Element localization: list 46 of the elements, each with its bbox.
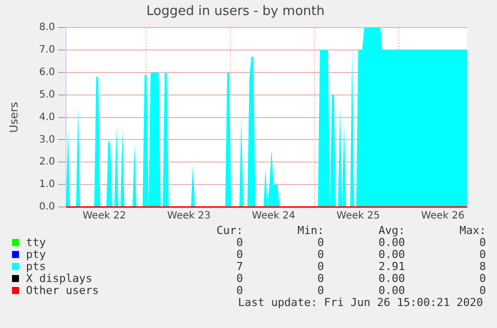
text: Last update: Fri Jun 26 15:00:21 2020 [236, 296, 483, 309]
text: Avg: [378, 224, 405, 237]
y-tick-label: 2.0 [39, 156, 55, 168]
legend-label: Other users [25, 284, 100, 297]
text: 0 [316, 236, 324, 249]
text: 7 [235, 260, 243, 273]
text: 0 [235, 272, 243, 285]
text: 0 [478, 272, 486, 285]
text: 0 [316, 272, 324, 285]
text: 0 [316, 260, 324, 273]
text: 0 [478, 284, 486, 297]
text: 0 [478, 236, 486, 249]
text: 2.91 [378, 260, 405, 273]
x-tick-label: Week 23 [167, 210, 211, 222]
y-tick-label: 8.0 [39, 22, 55, 34]
y-tick-label: 6.0 [39, 67, 55, 78]
x-tick-label: Week 26 [421, 210, 464, 222]
y-tick-label: 7.0 [39, 44, 55, 56]
text: 0 [235, 248, 243, 261]
text: 0 [478, 248, 486, 261]
legend-label: pty [25, 248, 47, 261]
text: 0 [316, 284, 324, 297]
text: Cur: [216, 224, 243, 237]
x-tick-label: Week 24 [252, 210, 296, 222]
text: 0 [235, 236, 243, 249]
y-tick-label: 4.0 [39, 112, 55, 123]
y-axis-title: Users [7, 102, 20, 133]
text: Min: [296, 224, 324, 237]
legend-label: tty [25, 236, 47, 249]
text: 0.00 [378, 284, 405, 297]
text: 0.00 [378, 236, 405, 249]
text: 0 [235, 284, 243, 297]
x-tick-label: Week 22 [82, 210, 126, 222]
y-tick-label: 5.0 [39, 89, 55, 100]
y-tick-label: 1.0 [39, 179, 55, 190]
x-tick-label: Week 25 [336, 210, 380, 222]
y-tick-label: 3.0 [39, 134, 55, 146]
text: 8 [478, 260, 486, 273]
y-tick-label: 0.0 [39, 202, 55, 213]
text: Max: [458, 224, 486, 237]
text: 0.00 [378, 248, 405, 261]
text: 0.00 [378, 272, 405, 285]
chart-title: Logged in users - by month [146, 4, 325, 20]
text: 0 [316, 248, 324, 261]
legend-label: X displays [25, 272, 94, 285]
legend-label: pts [25, 260, 47, 273]
